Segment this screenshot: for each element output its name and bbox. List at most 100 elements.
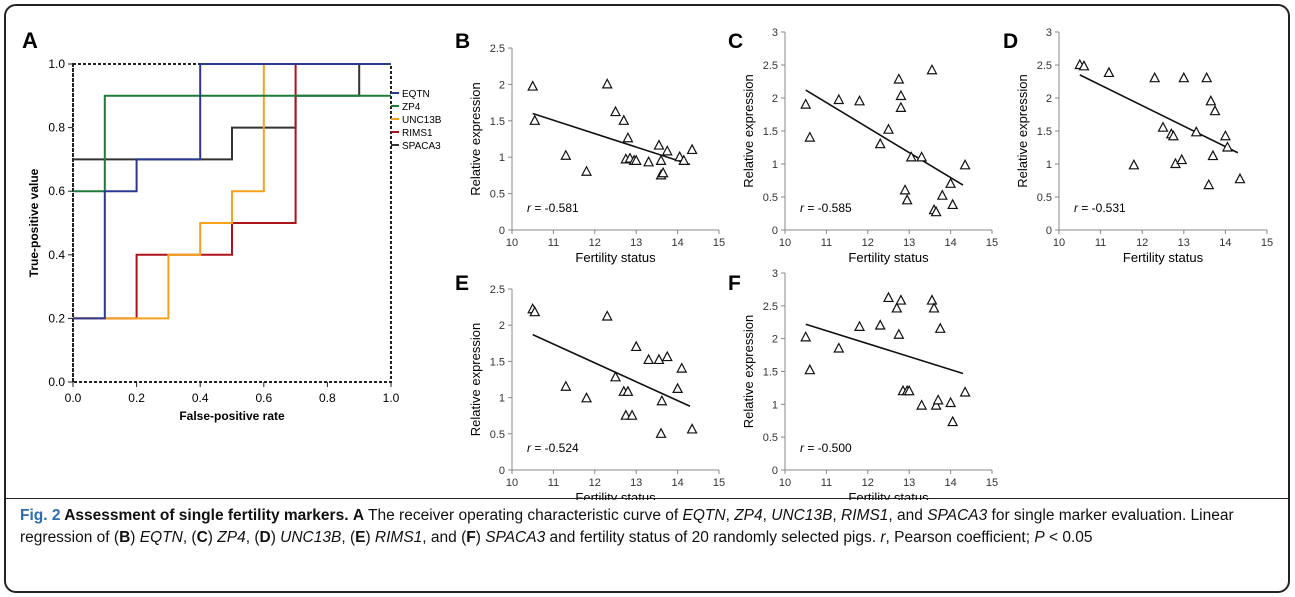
caption-gene: UNC13B bbox=[280, 529, 342, 546]
caption-gene: EQTN bbox=[682, 507, 726, 524]
r-annotation: r = -0.581 bbox=[527, 201, 579, 215]
caption-text: ) bbox=[130, 529, 140, 546]
caption-text: and fertility status of 20 randomly sele… bbox=[545, 529, 881, 546]
x-tick-label: 12 bbox=[862, 477, 874, 489]
data-point bbox=[1209, 104, 1221, 116]
y-tick-label: 0 bbox=[772, 465, 778, 477]
y-tick-label: 2.5 bbox=[763, 301, 778, 313]
y-tick-label: 1.5 bbox=[763, 367, 778, 379]
r-value: = -0.500 bbox=[804, 441, 852, 455]
data-point bbox=[678, 154, 690, 165]
caption-text: , Pearson coefficient; bbox=[885, 529, 1035, 546]
caption-text: , ( bbox=[341, 529, 356, 546]
data-point bbox=[883, 123, 894, 134]
y-tick-label: 2 bbox=[772, 334, 778, 346]
series-line-rims1 bbox=[73, 63, 391, 320]
data-point bbox=[1221, 141, 1233, 152]
data-point bbox=[610, 371, 621, 382]
caption-gene: RIMS1 bbox=[841, 507, 889, 524]
x-tick-label: 15 bbox=[986, 237, 998, 249]
data-point bbox=[854, 320, 866, 331]
series-line-eqtn bbox=[73, 63, 391, 320]
y-tick-label: 0.5 bbox=[1037, 192, 1052, 204]
caption-panel-a: A bbox=[352, 507, 365, 524]
data-point bbox=[959, 386, 971, 397]
data-point bbox=[926, 294, 938, 305]
legend-label-eqtn: EQTN bbox=[402, 89, 430, 100]
caption-text: ) bbox=[270, 529, 281, 546]
data-point bbox=[655, 427, 667, 438]
caption-text: for single marker evaluation. Linear reg… bbox=[20, 507, 1234, 546]
r-annotation: r = -0.500 bbox=[800, 441, 852, 455]
caption-gene: SPACA3 bbox=[927, 507, 988, 524]
data-point bbox=[686, 423, 698, 434]
scatter-chart-b: 10 11 12 13 14 15 0 0.5 1 1.5 2 2.5 Fertility status… bbox=[468, 43, 725, 265]
caption-gene: ZP4 bbox=[734, 507, 763, 524]
x-axis-label: Fertility status bbox=[1123, 250, 1204, 265]
x-tick-label: 10 bbox=[506, 237, 518, 249]
x-tick-label: 10 bbox=[1053, 237, 1065, 249]
regression-line bbox=[532, 112, 691, 166]
data-point bbox=[1149, 71, 1161, 83]
legend-label-spaca3: SPACA3 bbox=[402, 141, 441, 152]
data-point bbox=[653, 139, 665, 150]
caption-panel-d: D bbox=[259, 529, 271, 546]
y-tick-label: 2.5 bbox=[490, 284, 505, 296]
panel-label-a: A bbox=[22, 28, 38, 53]
y-tick-label: 0.5 bbox=[763, 192, 778, 204]
data-point bbox=[804, 131, 816, 142]
x-tick-label: 14 bbox=[944, 477, 956, 489]
y-tick-label: 0.6 bbox=[48, 184, 65, 198]
data-point bbox=[622, 131, 634, 143]
data-point bbox=[1205, 95, 1217, 106]
x-axis-label: Fertility status bbox=[575, 490, 656, 500]
x-tick-label: 11 bbox=[821, 237, 832, 249]
x-tick-label: 13 bbox=[1178, 237, 1190, 249]
y-axis-label: Relative expression bbox=[468, 82, 483, 195]
caption-text: , ( bbox=[245, 529, 260, 546]
caption-gene: ZP4 bbox=[217, 529, 246, 546]
r-symbol: r bbox=[800, 201, 805, 215]
panel-label-d: D bbox=[1003, 30, 1018, 53]
data-point bbox=[1103, 66, 1115, 78]
y-axis-label: True-positive value bbox=[27, 168, 41, 277]
x-tick-label: 12 bbox=[1136, 237, 1148, 249]
data-point bbox=[1201, 71, 1213, 83]
data-point bbox=[901, 194, 913, 205]
x-tick-label: 10 bbox=[779, 477, 791, 489]
r-symbol: r bbox=[527, 441, 532, 455]
y-tick-label: 2 bbox=[772, 93, 778, 105]
data-point bbox=[1207, 149, 1219, 161]
y-tick-label: 2 bbox=[499, 320, 505, 332]
caption-text: , and bbox=[888, 507, 928, 524]
y-tick-label: 2 bbox=[1046, 93, 1052, 105]
caption-symbol: r bbox=[880, 529, 886, 546]
caption-text: , ( bbox=[182, 529, 197, 546]
data-point bbox=[1167, 129, 1179, 141]
y-tick-label: 2.5 bbox=[1037, 60, 1052, 72]
data-point bbox=[1128, 159, 1140, 170]
data-point bbox=[934, 322, 946, 333]
y-tick-label: 0.8 bbox=[48, 121, 65, 135]
r-value: = -0.524 bbox=[531, 441, 579, 455]
data-point bbox=[655, 154, 667, 165]
x-tick-label: 0.0 bbox=[65, 391, 82, 405]
data-point bbox=[926, 63, 938, 75]
caption-text: , bbox=[832, 507, 842, 524]
y-tick-label: 0.2 bbox=[48, 311, 65, 325]
x-tick-label: 11 bbox=[548, 477, 559, 489]
x-tick-label: 0.2 bbox=[128, 391, 145, 405]
data-point bbox=[686, 143, 698, 155]
data-point bbox=[1176, 153, 1188, 165]
regression-line bbox=[805, 323, 964, 375]
caption-fig-label: Fig. 2 bbox=[20, 507, 61, 524]
x-tick-label: 14 bbox=[1219, 237, 1231, 249]
x-tick-label: 14 bbox=[671, 237, 683, 249]
data-point bbox=[630, 154, 642, 165]
y-tick-label: 1 bbox=[772, 159, 778, 171]
caption-gene: SPACA3 bbox=[485, 529, 546, 546]
x-tick-label: 14 bbox=[671, 477, 683, 489]
caption-text: , and ( bbox=[422, 529, 467, 546]
data-point bbox=[1203, 178, 1215, 190]
data-point bbox=[1219, 129, 1231, 141]
